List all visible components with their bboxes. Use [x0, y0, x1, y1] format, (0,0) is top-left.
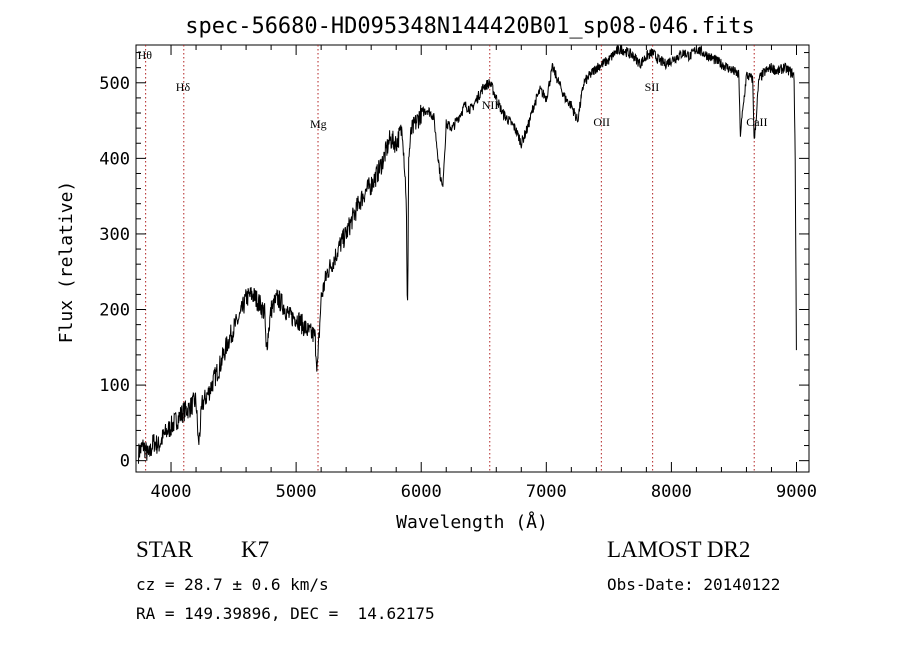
object-subclass: K7: [241, 537, 270, 562]
observation-date: Obs-Date: 20140122: [607, 575, 781, 594]
coordinates: RA = 149.39896, DEC = 14.62175: [136, 604, 435, 623]
y-axis-label: Flux (relative): [56, 181, 77, 344]
y-tick-label: 100: [99, 376, 130, 396]
y-tick-label: 500: [99, 74, 130, 94]
line-label-4: OII: [593, 115, 610, 129]
y-tick-label: 300: [99, 225, 130, 245]
line-label-3: NII: [482, 98, 499, 112]
x-axis-label: Wavelength (Å): [396, 511, 548, 533]
plot-frame: [135, 44, 810, 473]
line-label-5: SII: [645, 80, 660, 94]
line-label-0: Hθ: [138, 48, 153, 62]
axis-ticks: 4000 5000 6000 7000 8000 9000 0 100 200 300 400 500: [99, 45, 817, 502]
chart-title: spec-56680-HD095348N144420B01_sp08-046.f…: [185, 14, 755, 39]
line-label-1: Hδ: [176, 80, 191, 94]
y-tick-label: 400: [99, 149, 130, 169]
x-tick-label: 6000: [401, 482, 442, 502]
spectrum-line: [138, 44, 797, 464]
x-tick-label: 7000: [526, 482, 567, 502]
y-tick-label: 0: [120, 452, 130, 472]
line-label-2: Mg: [310, 117, 327, 131]
object-class: STAR: [136, 537, 193, 562]
x-tick-label: 5000: [276, 482, 317, 502]
x-tick-label: 4000: [151, 482, 192, 502]
y-tick-label: 200: [99, 301, 130, 321]
line-label-6: CaII: [746, 115, 767, 129]
survey-name: LAMOST DR2: [607, 537, 751, 562]
x-tick-label: 9000: [776, 482, 817, 502]
redshift-cz: cz = 28.7 ± 0.6 km/s: [136, 575, 329, 594]
spectral-line-markers: Hθ Hδ Mg NII OII SII CaII: [138, 45, 768, 472]
x-tick-label: 8000: [651, 482, 692, 502]
